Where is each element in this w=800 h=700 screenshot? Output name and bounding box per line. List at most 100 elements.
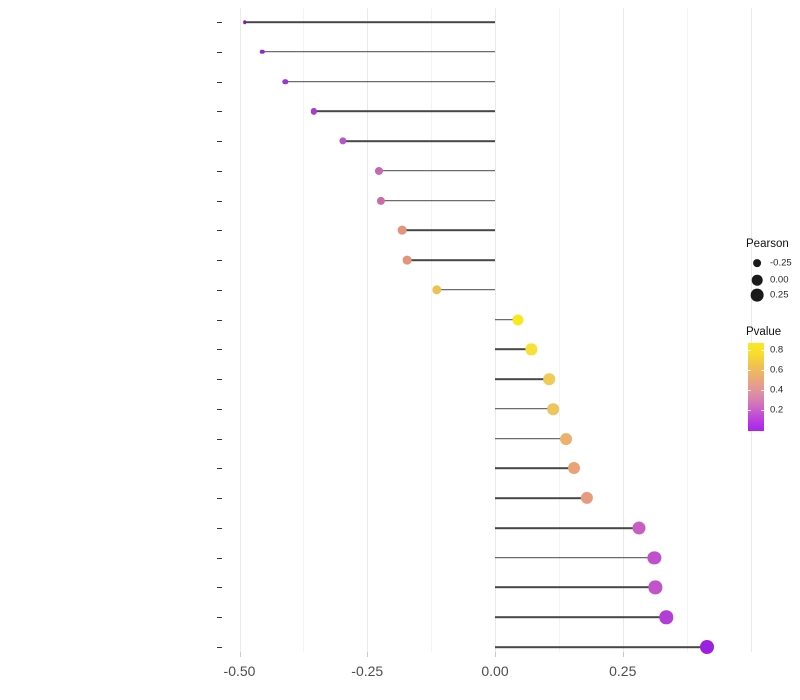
lollipop-dot	[402, 255, 412, 265]
lollipop-stem	[381, 199, 495, 202]
y-axis-tick	[217, 557, 222, 559]
pvalue-tick-label: 0.4	[770, 384, 784, 396]
lollipop-stem	[262, 50, 495, 53]
pvalue-tick-label: 0.8	[770, 344, 784, 356]
lollipop-dot	[432, 285, 442, 295]
gridline-minor	[303, 8, 305, 652]
lollipop-stem	[244, 21, 495, 23]
pvalue-colorbar-tick	[748, 370, 751, 371]
lollipop-dot	[374, 166, 384, 175]
y-axis-tick	[217, 408, 222, 410]
pvalue-colorbar-tick	[748, 350, 751, 351]
x-tick-label: -0.25	[351, 663, 384, 679]
y-axis-tick	[217, 647, 222, 648]
pvalue-colorbar	[748, 343, 764, 431]
y-axis-tick	[217, 81, 222, 83]
x-tick-label: 0.25	[609, 663, 637, 679]
gridline-minor	[558, 8, 560, 652]
lollipop-stem	[401, 229, 495, 232]
pvalue-tick-label: 0.6	[770, 364, 784, 376]
lollipop-dot	[543, 373, 555, 385]
lollipop-stem	[495, 616, 667, 619]
lollipop-stem	[285, 80, 495, 83]
lollipop-stem	[495, 318, 518, 321]
gridline-major	[495, 8, 496, 652]
gridline-major	[750, 8, 752, 652]
lollipop-stem	[495, 586, 656, 589]
lollipop-dot	[700, 640, 715, 654]
pvalue-colorbar-tick	[761, 370, 764, 371]
x-axis-tick	[239, 652, 241, 657]
y-axis-tick	[217, 438, 222, 440]
pvalue-tick-label: 0.2	[770, 404, 784, 416]
y-axis-tick	[217, 51, 222, 53]
gridline-minor	[686, 8, 688, 652]
legend-pearson-title: Pearson	[746, 238, 789, 250]
pvalue-colorbar-tick	[748, 390, 751, 391]
lollipop-dot	[260, 49, 265, 54]
y-axis-tick	[217, 170, 222, 172]
lollipop-dot	[580, 492, 594, 505]
pvalue-colorbar-tick	[761, 350, 764, 351]
legend-size-bullet	[751, 274, 763, 286]
x-axis-tick	[367, 652, 369, 657]
pvalue-colorbar-tick	[761, 390, 764, 391]
lollipop-dot	[310, 108, 317, 115]
lollipop-stem	[407, 259, 495, 261]
gridline-major	[622, 8, 624, 652]
lollipop-stem	[495, 437, 567, 440]
lollipop-stem	[495, 646, 708, 648]
lollipop-dot	[560, 432, 572, 445]
lollipop-dot	[242, 20, 247, 24]
lollipop-dot	[632, 521, 646, 535]
y-axis-tick	[217, 319, 222, 321]
lollipop-stem	[495, 497, 587, 499]
y-axis-tick	[217, 349, 222, 351]
pvalue-colorbar-tick	[761, 410, 764, 411]
x-axis-tick	[622, 652, 624, 657]
y-axis-tick	[217, 587, 222, 589]
lollipop-dot	[282, 78, 289, 85]
lollipop-stem	[495, 408, 554, 410]
legend-size-label: -0.25	[770, 257, 792, 269]
y-axis-tick	[217, 111, 222, 113]
y-axis-tick	[217, 289, 222, 291]
lollipop-dot	[376, 196, 386, 205]
lollipop-stem	[495, 556, 655, 559]
legend-size-label: 0.25	[770, 289, 789, 301]
legend-size-bullet	[750, 288, 764, 302]
x-axis-tick	[495, 652, 496, 657]
lollipop-stem	[495, 527, 640, 529]
y-axis-tick	[217, 230, 222, 232]
legend-size-bullet	[753, 259, 761, 267]
lollipop-stem	[313, 110, 495, 113]
y-axis-tick	[217, 527, 222, 529]
legend-pvalue-title: Pvalue	[746, 326, 782, 338]
lollipop-dot	[525, 343, 537, 355]
x-tick-label: 0.00	[481, 663, 509, 679]
lollipop-dot	[339, 137, 347, 145]
y-axis-tick	[217, 498, 222, 500]
y-axis-tick	[217, 379, 222, 381]
lollipop-dot	[648, 580, 663, 595]
lollipop-dot	[547, 403, 560, 415]
y-axis-tick	[217, 22, 222, 23]
pvalue-colorbar-tick	[748, 410, 751, 411]
lollipop-dot	[647, 551, 662, 565]
lollipop-dot	[397, 225, 407, 235]
lollipop-stem	[495, 378, 550, 380]
lollipop-dot	[659, 610, 673, 624]
gridline-minor	[431, 8, 433, 652]
y-axis-tick	[217, 260, 222, 262]
lollipop-stem	[379, 170, 495, 172]
lollipop-stem	[495, 348, 532, 351]
gridline-major	[367, 8, 369, 652]
y-axis-tick	[217, 200, 222, 202]
lollipop-stem	[436, 289, 495, 291]
lollipop-stem	[342, 140, 495, 142]
legend-size-label: 0.00	[770, 274, 789, 286]
x-tick-label: -0.50	[223, 663, 256, 679]
lollipop-stem	[495, 467, 575, 470]
lollipop-dot	[512, 314, 524, 326]
